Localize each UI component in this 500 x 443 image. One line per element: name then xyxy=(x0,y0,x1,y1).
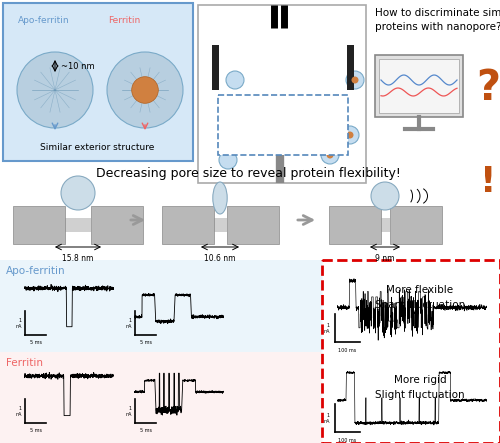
Bar xyxy=(347,45,354,90)
Text: 5 ms: 5 ms xyxy=(30,428,42,433)
Circle shape xyxy=(346,132,354,139)
Bar xyxy=(218,95,348,155)
Bar xyxy=(275,118,285,136)
Text: !: ! xyxy=(480,165,496,199)
Text: 1
nA: 1 nA xyxy=(16,318,22,329)
Text: 5 ms: 5 ms xyxy=(140,428,151,433)
Circle shape xyxy=(107,52,183,128)
Circle shape xyxy=(236,131,254,149)
Bar xyxy=(162,206,214,244)
Bar xyxy=(13,206,65,244)
Bar xyxy=(379,59,459,113)
Bar xyxy=(380,218,390,232)
Text: Apo-ferritin: Apo-ferritin xyxy=(18,16,70,25)
Text: Apo-ferritin: Apo-ferritin xyxy=(6,266,66,276)
Circle shape xyxy=(226,71,244,89)
Text: Ferritin: Ferritin xyxy=(6,358,43,368)
Bar xyxy=(214,218,226,232)
Circle shape xyxy=(346,71,364,89)
Text: How to discriminate similar
proteins with nanopore?: How to discriminate similar proteins wit… xyxy=(375,8,500,32)
Circle shape xyxy=(352,77,358,83)
Text: 15.8 nm: 15.8 nm xyxy=(62,254,94,263)
Text: 5 ms: 5 ms xyxy=(140,340,151,345)
Circle shape xyxy=(223,106,241,124)
Bar xyxy=(375,55,463,117)
Circle shape xyxy=(61,176,95,210)
Text: 1
nA: 1 nA xyxy=(126,406,132,417)
Bar xyxy=(322,260,500,443)
Text: Similar exterior structure: Similar exterior structure xyxy=(40,144,154,152)
Circle shape xyxy=(341,126,359,144)
Bar xyxy=(212,45,219,90)
Text: 1
nA: 1 nA xyxy=(324,413,330,424)
Circle shape xyxy=(132,77,158,103)
Circle shape xyxy=(321,146,339,164)
Text: Decreasing pore size to reveal protein flexibility!: Decreasing pore size to reveal protein f… xyxy=(96,167,401,180)
Text: 9 nm: 9 nm xyxy=(375,254,395,263)
Text: 1
nA: 1 nA xyxy=(16,406,22,417)
Circle shape xyxy=(326,152,334,159)
Text: 100 ms: 100 ms xyxy=(338,348,356,353)
Text: More flexible
Sharp fluctuation: More flexible Sharp fluctuation xyxy=(375,285,465,310)
Bar xyxy=(3,3,193,161)
Text: 1
nA: 1 nA xyxy=(324,323,330,334)
Bar xyxy=(328,206,380,244)
Ellipse shape xyxy=(213,182,227,214)
Bar xyxy=(226,206,278,244)
Text: Ferritin: Ferritin xyxy=(108,16,140,25)
Text: ?: ? xyxy=(476,67,500,109)
Bar xyxy=(390,206,442,244)
Circle shape xyxy=(219,151,237,169)
Circle shape xyxy=(326,101,344,119)
Text: More rigid
Slight fluctuation: More rigid Slight fluctuation xyxy=(375,375,465,400)
Bar xyxy=(198,5,366,183)
Circle shape xyxy=(371,182,399,210)
Bar xyxy=(0,260,325,352)
Text: ~10 nm: ~10 nm xyxy=(61,62,94,70)
Bar xyxy=(0,352,325,443)
Bar xyxy=(65,218,91,232)
Bar xyxy=(91,206,143,244)
Circle shape xyxy=(332,106,338,113)
Text: 1
nA: 1 nA xyxy=(126,318,132,329)
Text: 5 ms: 5 ms xyxy=(30,340,42,345)
Text: 100 ms: 100 ms xyxy=(338,438,356,443)
Circle shape xyxy=(17,52,93,128)
Circle shape xyxy=(249,99,267,117)
Text: 10.6 nm: 10.6 nm xyxy=(204,254,236,263)
